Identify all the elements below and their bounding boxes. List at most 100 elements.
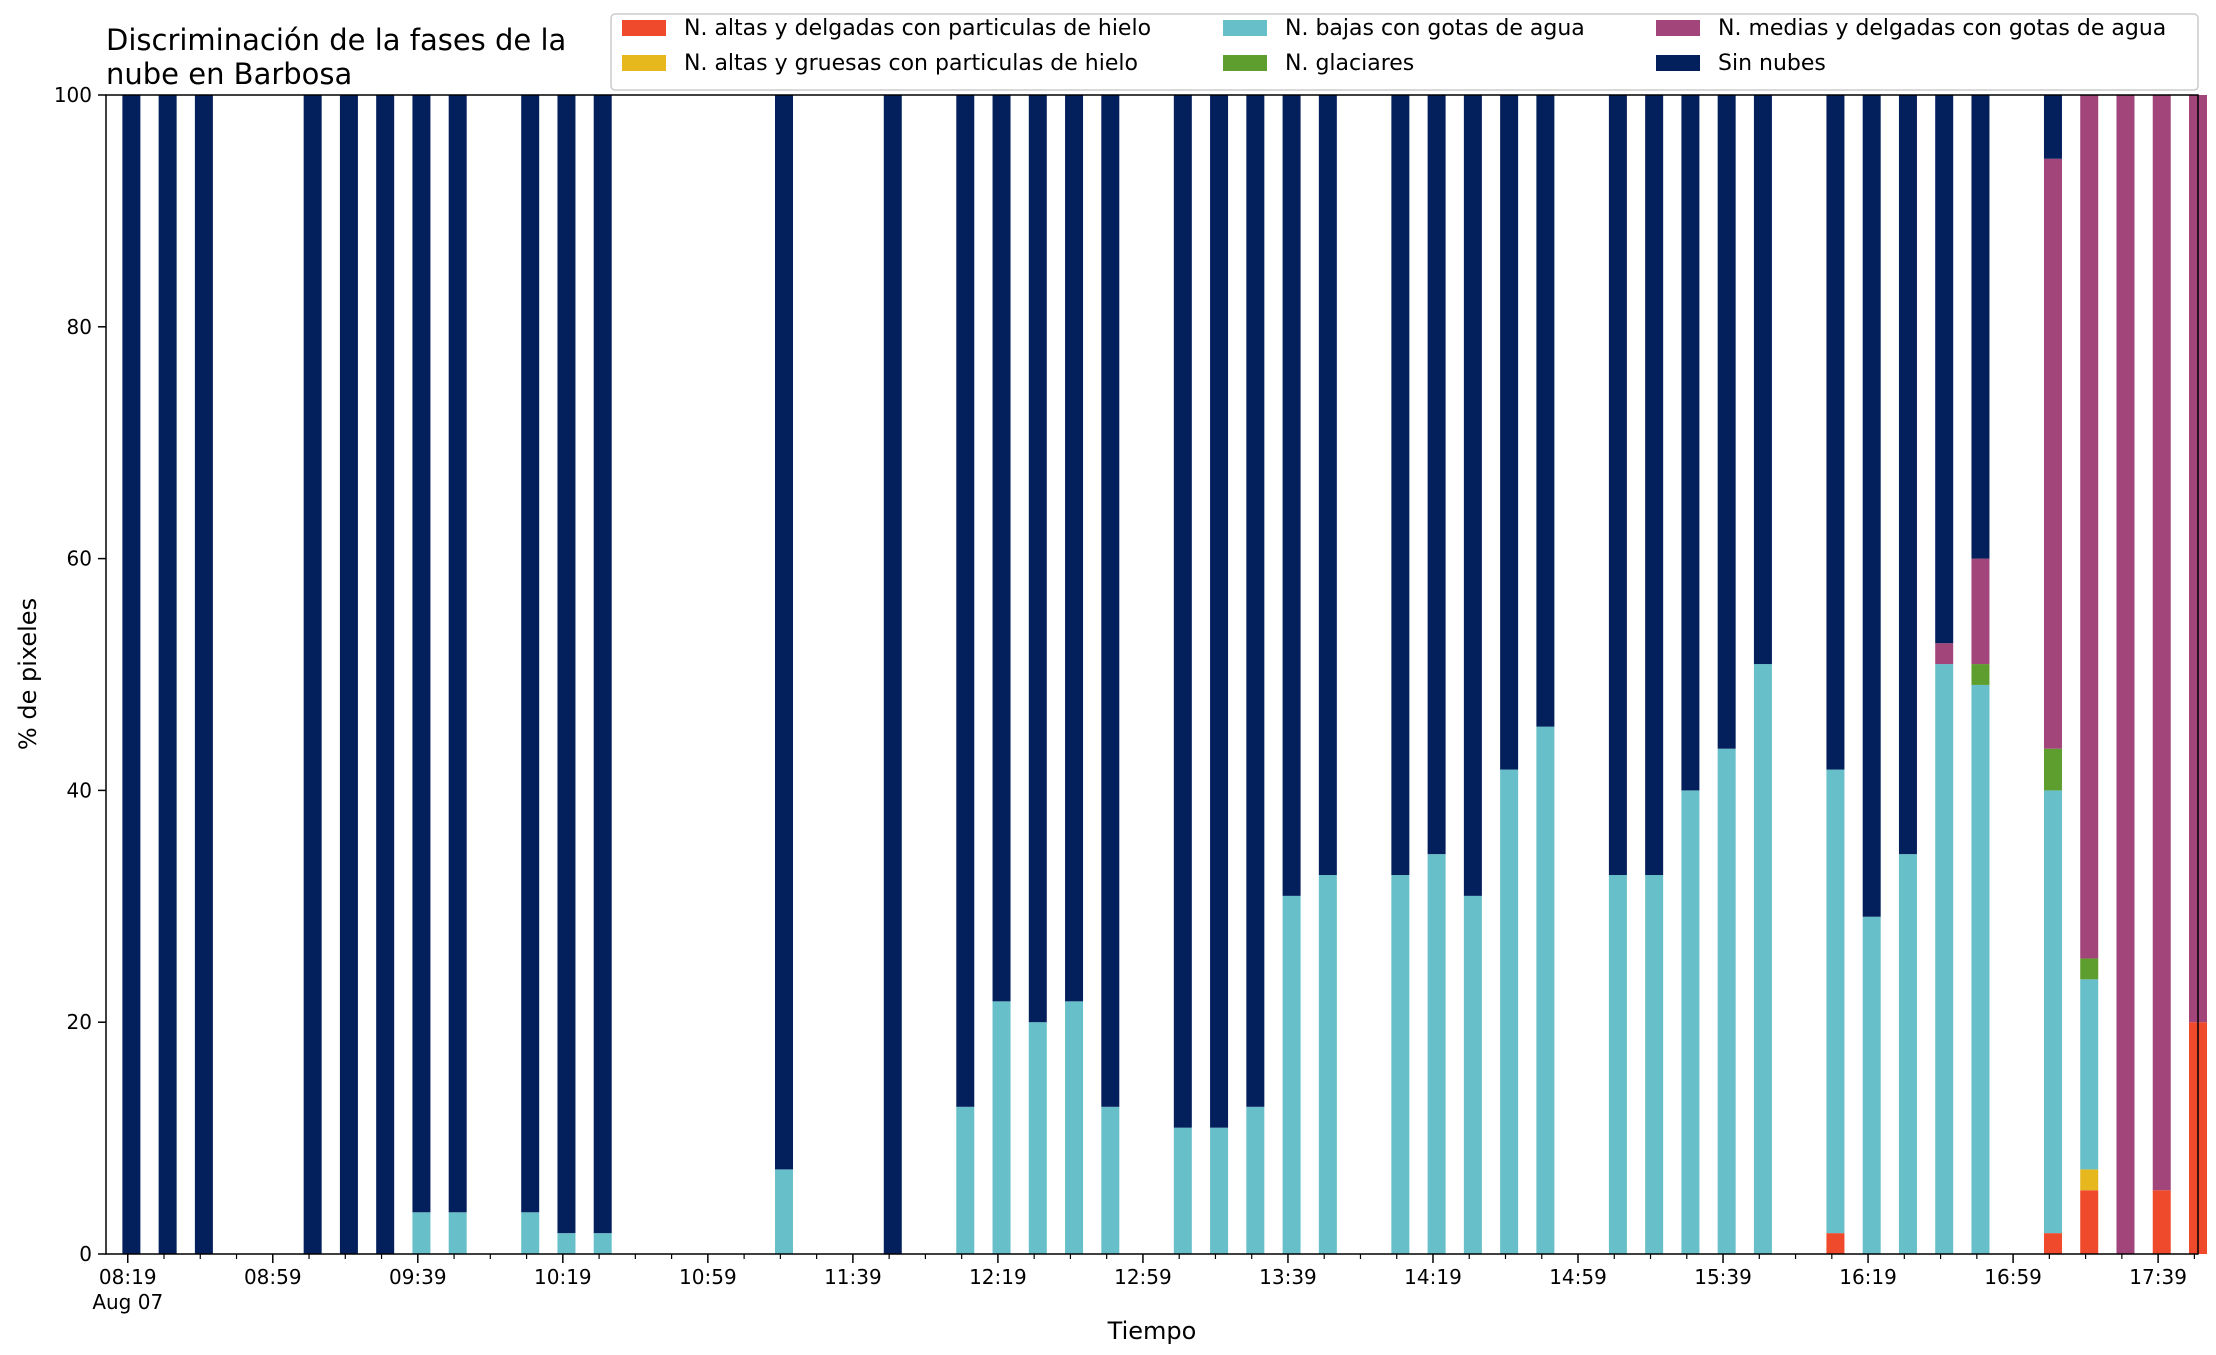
bar-segment-baja [1862,916,1881,1254]
bar-segment-sin [376,95,395,1254]
bar-segment-alta_delg [1826,1233,1845,1254]
x-tick-label: 14:19 [1404,1265,1462,1289]
bar-segment-baja [1173,1127,1192,1254]
chart-title-line-2: nube en Barbosa [106,57,352,91]
bar-segment-baja [956,1106,975,1254]
bar-segment-baja [1427,854,1446,1254]
bar-segment-baja [1065,1001,1084,1254]
legend-swatch-glaciar [1223,55,1267,71]
bar-segment-media [1935,643,1954,665]
bar-segment-baja [2080,979,2099,1170]
bar-segment-sin [339,95,358,1254]
y-tick-label: 20 [67,1010,92,1034]
bar-segment-sin [1681,95,1700,791]
legend-label-baja: N. bajas con gotas de agua [1285,16,1585,41]
bar-segment-baja [448,1212,467,1254]
legend-label-sin: Sin nubes [1718,51,1826,76]
plot-frame [105,94,2199,1255]
bar-segment-sin [1427,95,1446,855]
y-tick-label: 100 [54,83,92,107]
legend-frame [610,13,2199,91]
bar-segment-sin [1210,95,1229,1128]
x-tick-label: 15:39 [1694,1265,1752,1289]
bar-segment-baja [412,1212,431,1254]
legend-label-alta_grue: N. altas y gruesas con particulas de hie… [684,51,1138,76]
bar-segment-sin [1318,95,1337,876]
x-tick-sublabel: Aug 07 [92,1290,163,1314]
bar-segment-sin [448,95,467,1213]
legend-label-glaciar: N. glaciares [1285,51,1414,76]
bar-segment-sin [883,95,902,1254]
bar-segment-alta_delg [2152,1190,2171,1254]
bar-segment-baja [992,1001,1011,1254]
bar-segment-sin [303,95,322,1254]
bar-segment-baja [1608,875,1627,1254]
bar-segment-sin [1826,95,1845,770]
bar-segment-glaciar [2080,958,2099,980]
x-tick-label: 08:19 [99,1265,157,1289]
legend-swatch-baja [1223,20,1267,36]
bar-segment-sin [1463,95,1482,896]
bar-segment-sin [1246,95,1265,1107]
legend-swatch-alta_grue [622,55,666,71]
bar-segment-sin [158,95,177,1254]
y-tick-label: 40 [67,778,92,802]
bar-segment-glaciar [1971,664,1990,685]
bar-segment-sin [1065,95,1084,1002]
bar-segment-baja [1826,769,1845,1234]
bar-segment-sin [1935,95,1954,644]
bar-segment-baja [1246,1106,1265,1254]
bar-segment-alta_delg [2043,1233,2062,1254]
bar-segment-baja [1500,769,1519,1254]
legend-label-media: N. medias y delgadas con gotas de agua [1718,16,2166,41]
bar-segment-sin [2043,95,2062,159]
bar-segment-sin [1898,95,1917,855]
bar-segment-baja [1645,875,1664,1254]
bar-segment-media [2116,95,2135,1254]
legend-label-alta_delg: N. altas y delgadas con particulas de hi… [684,16,1151,41]
bar-segment-sin [1608,95,1627,876]
x-tick-label: 16:59 [1984,1265,2042,1289]
bar-segment-baja [1028,1022,1047,1254]
bar-segment-sin [1173,95,1192,1128]
bar-segment-baja [1282,895,1301,1254]
x-tick-label: 16:19 [1839,1265,1897,1289]
bar-segment-sin [521,95,540,1213]
legend-swatch-media [1656,20,1700,36]
bar-segment-baja [557,1233,576,1254]
x-tick-label: 13:39 [1259,1265,1317,1289]
x-tick-label: 14:59 [1549,1265,1607,1289]
bar-segment-media [2080,95,2099,959]
bar-segment-baja [1935,664,1954,1254]
bar-segment-baja [2043,790,2062,1234]
y-tick-label: 80 [67,315,92,339]
bar-segment-baja [1463,895,1482,1254]
y-tick-label: 60 [67,547,92,571]
bar-segment-baja [1717,748,1736,1254]
bar-segment-sin [992,95,1011,1002]
bar-segment-sin [1391,95,1410,876]
x-tick-label: 09:39 [389,1265,447,1289]
x-tick-label: 10:19 [534,1265,592,1289]
y-axis: 0 20 40 60 80 100 [54,83,106,1266]
bar-segment-alta_delg [2080,1190,2099,1254]
bar-segment-baja [1753,664,1772,1254]
bar-segment-baja [1101,1106,1120,1254]
bar-segment-sin [593,95,612,1234]
bar-segment-baja [1971,684,1990,1254]
bar-segment-sin [1645,95,1664,876]
y-tick-label: 0 [79,1242,92,1266]
legend: N. altas y delgadas con particulas de hi… [610,13,2199,91]
bar-segment-baja [1210,1127,1229,1254]
bar-segment-sin [1028,95,1047,1023]
bar-segment-sin [194,95,213,1254]
bar-segment-baja [593,1233,612,1254]
bar-segment-baja [1318,875,1337,1254]
bar-segment-baja [1536,726,1555,1254]
chart-title-line-1: Discriminación de la fases de la [106,23,566,57]
bar-segment-sin [1753,95,1772,665]
bar-segment-baja [1681,790,1700,1254]
x-tick-label: 10:59 [679,1265,737,1289]
